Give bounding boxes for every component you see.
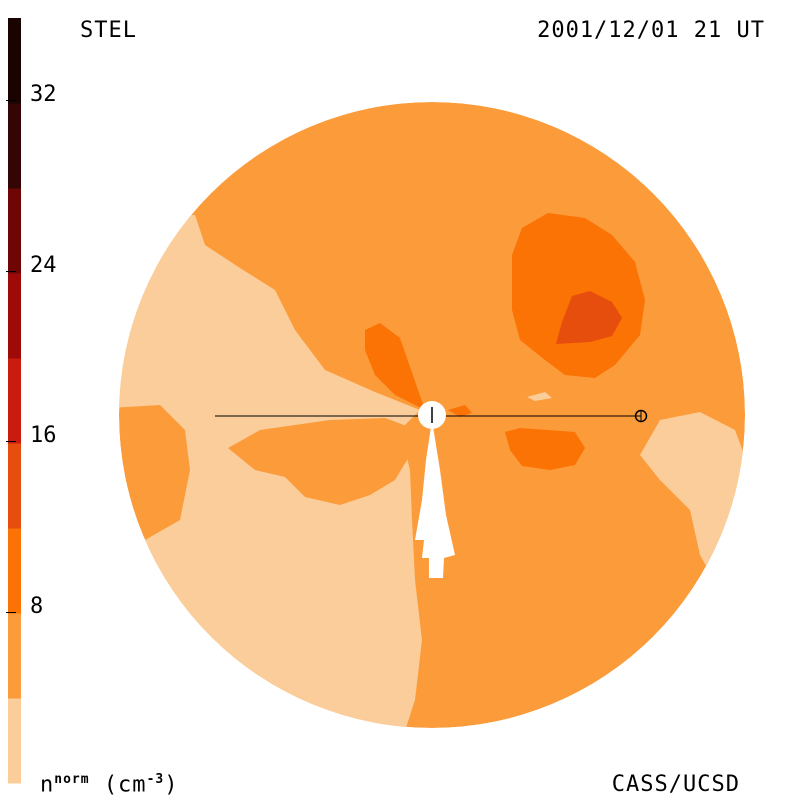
density-region-high	[505, 428, 585, 470]
instrument-label: STEL	[80, 18, 137, 43]
colorbar-tick	[6, 441, 16, 442]
density-region-peak	[556, 291, 622, 344]
colorbar-tick	[6, 612, 16, 613]
occulted-region	[415, 420, 455, 578]
density-region-high	[365, 323, 425, 410]
colorbar-tick	[6, 271, 16, 272]
timestamp-label: 2001/12/01 21 UT	[537, 18, 765, 43]
density-region-low	[527, 392, 552, 401]
credit-label: CASS/UCSD	[611, 772, 740, 797]
colorbar-tick-label: 8	[30, 594, 44, 619]
density-region-high	[448, 405, 472, 417]
colorbar-tick	[6, 100, 16, 101]
colorbar-tick-label: 16	[30, 423, 57, 448]
colorbar-tick-label: 24	[30, 253, 57, 278]
density-region-mid	[228, 418, 412, 505]
colorbar-tick-label: 32	[30, 82, 57, 107]
colorbar-unit-label: nnorm (cm-3)	[40, 772, 179, 798]
